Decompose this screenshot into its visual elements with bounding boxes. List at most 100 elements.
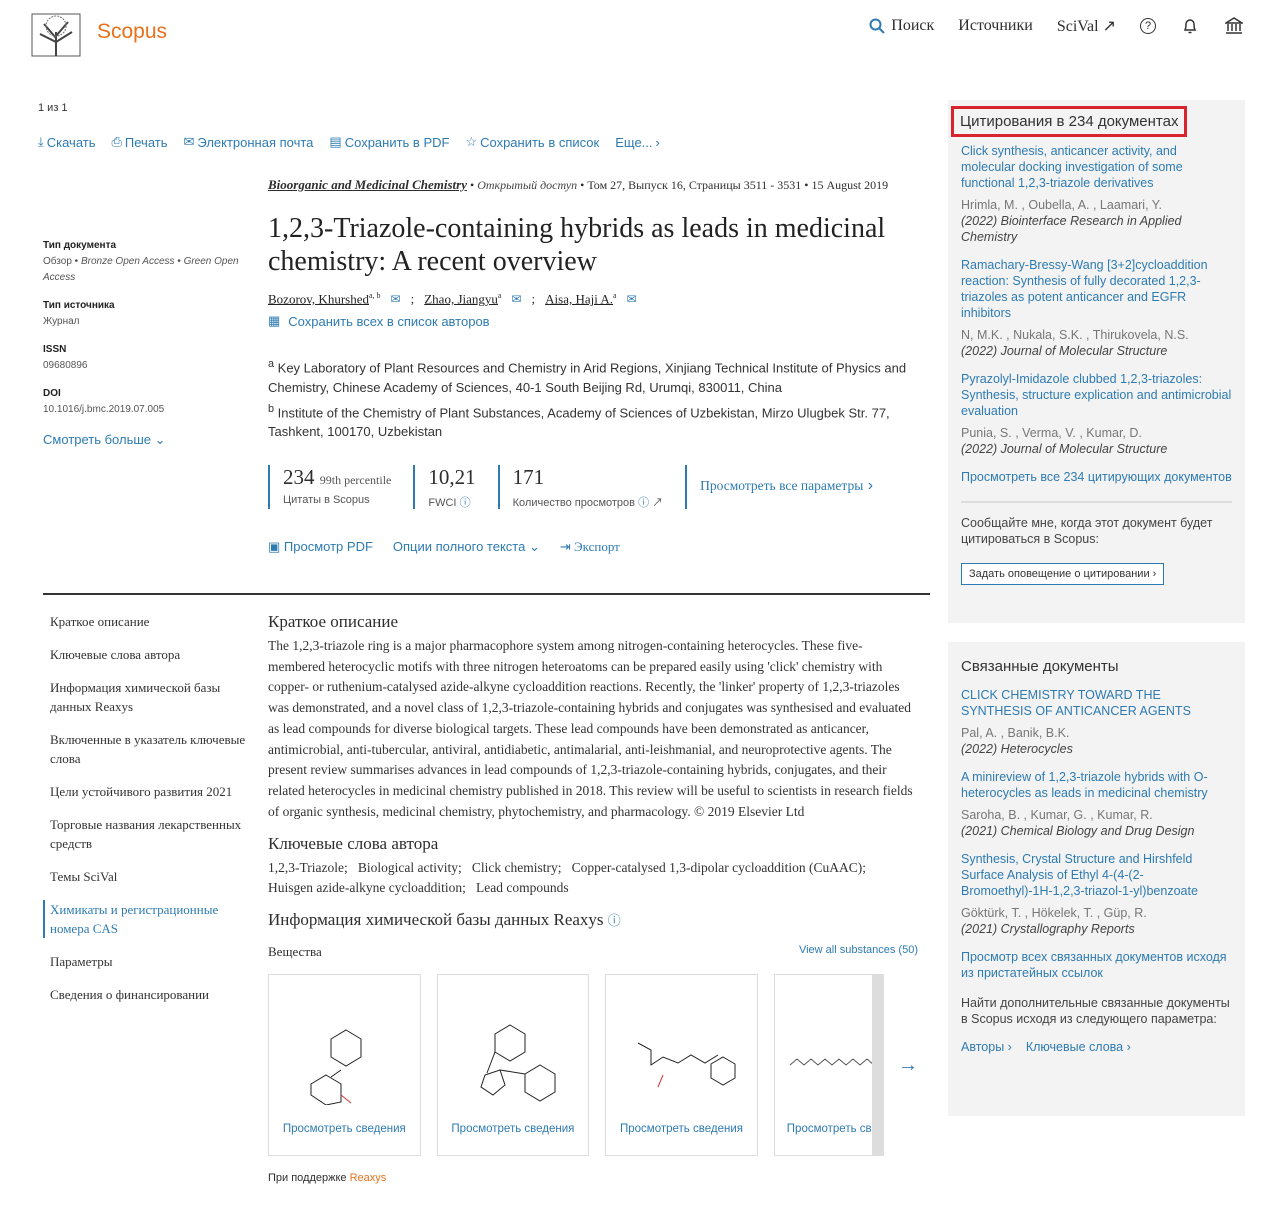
pub-date: 15 August 2019 xyxy=(811,178,889,192)
citing-doc: Ramachary-Bressy-Wang [3+2]cycloaddition… xyxy=(961,257,1232,359)
download-label: Скачать xyxy=(46,134,96,150)
pdf-icon: ▤ xyxy=(329,134,342,149)
related-doc: A minireview of 1,2,3-triazole hybrids w… xyxy=(961,769,1232,839)
substance-card[interactable]: Просмотреть сведения xyxy=(268,974,421,1157)
author-list: Bozorov, Khursheda, b ✉; Zhao, Jiangyua ✉;… xyxy=(268,291,637,307)
set-citation-alert-button[interactable]: Задать оповещение о цитировании › xyxy=(961,563,1165,585)
citing-doc-link[interactable]: Ramachary-Bressy-Wang [3+2]cycloaddition… xyxy=(961,258,1208,320)
affiliation: a Key Laboratory of Plant Resources and … xyxy=(268,358,907,395)
source-type-label: Тип источника xyxy=(43,300,115,311)
institution-icon[interactable] xyxy=(1224,16,1244,36)
nav-scival-topics[interactable]: Темы SciVal xyxy=(50,869,118,884)
related-doc-link[interactable]: CLICK CHEMISTRY TOWARD THE SYNTHESIS OF … xyxy=(961,688,1191,718)
save-authors-button[interactable]: ▦ Сохранить всех в список авторов xyxy=(268,313,916,329)
help-icon[interactable]: ⓘ xyxy=(459,496,471,509)
sources-link[interactable]: Источники xyxy=(958,17,1033,34)
more-button[interactable]: Еще... › xyxy=(615,134,660,150)
arrow-right-icon[interactable]: → xyxy=(897,1053,918,1076)
nav-indexed-keywords[interactable]: Включенные в указатель ключевые слова xyxy=(50,732,246,766)
email-button[interactable]: ✉ Электронная почта xyxy=(184,134,314,150)
see-more-label: Смотреть больше xyxy=(43,432,151,447)
substance-card[interactable]: Просмотреть сведения xyxy=(773,974,884,1157)
help-icon[interactable]: ? xyxy=(1140,18,1156,34)
search-icon xyxy=(869,18,885,34)
view-all-metrics-link[interactable]: Просмотреть все параметры › xyxy=(685,464,895,509)
affiliations: a Key Laboratory of Plant Resources and … xyxy=(268,355,916,441)
green-access: Green Open Access xyxy=(43,256,239,283)
citing-doc-link[interactable]: Click synthesis, anticancer activity, an… xyxy=(961,144,1183,190)
mail-icon[interactable]: ✉ xyxy=(626,291,637,306)
external-link-icon[interactable]: ↗ xyxy=(652,496,664,509)
nav-tradenames[interactable]: Торговые названия лекарственных средств xyxy=(50,817,242,851)
save-authors-label: Сохранить всех в список авторов xyxy=(288,313,490,329)
view-all-substances-link[interactable]: View all substances (50) xyxy=(798,944,918,957)
info-icon[interactable]: ⓘ xyxy=(607,913,621,929)
fulltext-options-dropdown[interactable]: Опции полного текста ⌄ xyxy=(392,538,540,554)
scopus-brand[interactable]: Scopus xyxy=(97,20,168,43)
keywords-heading: Ключевые слова автора xyxy=(268,834,439,854)
nav-sdg[interactable]: Цели устойчивого развития 2021 xyxy=(50,784,233,799)
mail-icon[interactable]: ✉ xyxy=(511,291,522,306)
save-pdf-button[interactable]: ▤ Сохранить в PDF xyxy=(329,134,449,150)
author-link[interactable]: Zhao, Jiangyua xyxy=(424,291,502,307)
substance-card[interactable]: Просмотреть сведения xyxy=(605,974,758,1157)
author-link[interactable]: Bozorov, Khursheda, b xyxy=(268,291,381,307)
article-header: Bioorganic and Medicinal Chemistry • Отк… xyxy=(268,176,916,555)
document-meta: Тип документа Обзор • Bronze Open Access… xyxy=(43,240,243,448)
alert-text: Сообщайте мне, когда этот документ будет… xyxy=(961,516,1213,546)
print-button[interactable]: ⎙ Печать xyxy=(112,134,168,150)
journal-link[interactable]: Bioorganic and Medicinal Chemistry xyxy=(268,177,467,192)
substance-carousel: Просмотреть сведения Просмотреть сведени… xyxy=(268,974,918,1157)
elsevier-logo[interactable] xyxy=(30,12,82,58)
star-icon: ☆ xyxy=(465,134,478,149)
bell-icon[interactable] xyxy=(1180,16,1200,36)
download-button[interactable]: ⤓ Скачать xyxy=(38,134,96,150)
page-title: 1,2,3-Triazole-containing hybrids as lea… xyxy=(268,213,886,277)
mail-icon[interactable]: ✉ xyxy=(390,291,401,306)
print-label: Печать xyxy=(124,134,168,150)
doc-type-label: Тип документа xyxy=(43,240,117,251)
chevron-right-icon: › xyxy=(655,134,660,150)
save-list-button[interactable]: ☆ Сохранить в список xyxy=(465,134,599,150)
structure-image xyxy=(310,1029,362,1106)
nav-cas[interactable]: Химикаты и регистрационные номера CAS xyxy=(43,900,250,938)
export-button[interactable]: ⇥ Экспорт xyxy=(559,538,620,554)
search-link[interactable]: Поиск xyxy=(869,17,934,35)
related-doc-link[interactable]: A minireview of 1,2,3-triazole hybrids w… xyxy=(961,770,1208,800)
substance-card[interactable]: Просмотреть сведения xyxy=(436,974,590,1157)
nav-metrics[interactable]: Параметры xyxy=(50,954,113,969)
views-metric: 171 Количество просмотров ⓘ ↗ xyxy=(497,464,686,509)
reaxys-link[interactable]: Reaxys xyxy=(349,1172,387,1185)
section-nav: Краткое описание Ключевые слова автора И… xyxy=(43,612,250,1018)
fwci-metric: 10,21 FWCI ⓘ xyxy=(413,464,497,509)
see-more-button[interactable]: Смотреть больше ⌄ xyxy=(43,432,243,448)
metrics-bar: 234 99th percentile Цитаты в Scopus 10,21… xyxy=(268,464,916,509)
bronze-access: Bronze Open Access • xyxy=(80,256,181,267)
view-all-citing-link[interactable]: Просмотреть все 234 цитирующих документо… xyxy=(961,470,1232,484)
structure-image xyxy=(789,1058,872,1066)
export-icon: ⇥ xyxy=(559,538,571,554)
download-icon: ⤓ xyxy=(38,134,44,149)
related-doc-link[interactable]: Synthesis, Crystal Structure and Hirshfe… xyxy=(961,852,1198,898)
authors-link[interactable]: Авторы › xyxy=(961,1040,1012,1054)
fulltext-actions: ▣ Просмотр PDF Опции полного текста ⌄ ⇥ … xyxy=(268,539,916,555)
citing-doc-link[interactable]: Pyrazolyl-Imidazole clubbed 1,2,3-triazo… xyxy=(961,372,1232,418)
author-link[interactable]: Aisa, Haji A.a xyxy=(545,291,617,307)
view-pdf-button[interactable]: ▣ Просмотр PDF xyxy=(268,538,373,554)
keywords-link[interactable]: Ключевые слова › xyxy=(1025,1040,1131,1054)
view-all-related-link[interactable]: Просмотр всех связанных документов исход… xyxy=(961,950,1227,980)
structure-image xyxy=(637,1042,736,1088)
nav-author-keywords[interactable]: Ключевые слова автора xyxy=(50,647,181,662)
doi-label: DOI xyxy=(43,388,61,399)
email-label: Электронная почта xyxy=(197,134,314,150)
reaxys-heading: Информация химической базы данных Reaxys… xyxy=(268,910,621,930)
help-icon[interactable]: ⓘ xyxy=(638,496,650,509)
substances-label: Вещества xyxy=(268,944,322,960)
nav-abstract[interactable]: Краткое описание xyxy=(50,614,150,629)
scival-link[interactable]: SciVal ↗ xyxy=(1056,18,1116,35)
nav-funding[interactable]: Сведения о финансировании xyxy=(50,987,210,1002)
nav-reaxys[interactable]: Информация химической базы данных Reaxys xyxy=(50,680,221,714)
related-panel: Связанные документы CLICK CHEMISTRY TOWA… xyxy=(948,642,1245,1116)
more-label: Еще... xyxy=(615,134,653,150)
section-divider xyxy=(43,593,930,595)
